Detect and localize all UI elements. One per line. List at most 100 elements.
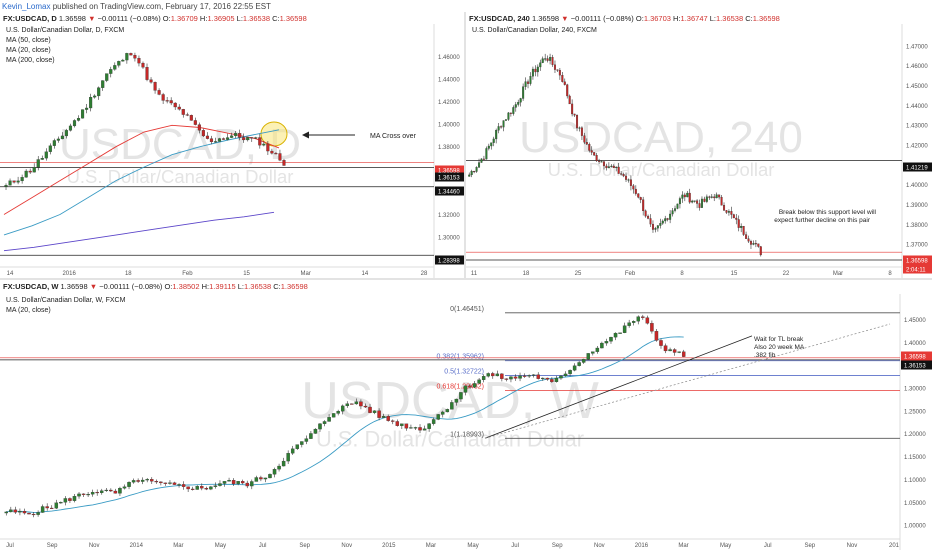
candle-body bbox=[481, 376, 486, 380]
candle-body bbox=[60, 135, 64, 140]
candle-body bbox=[282, 160, 286, 166]
candle-body bbox=[723, 205, 726, 211]
watermark-symbol: USDCAD, W bbox=[301, 372, 599, 430]
candle-body bbox=[254, 477, 259, 482]
symbol-label[interactable]: FX:USDCAD, W bbox=[3, 282, 59, 291]
candle-body bbox=[4, 511, 9, 514]
candle-body bbox=[197, 124, 201, 131]
candle-body bbox=[642, 199, 645, 212]
candle-body bbox=[422, 428, 427, 431]
candle-body bbox=[663, 345, 668, 352]
candle-body bbox=[659, 340, 663, 346]
candle-body bbox=[605, 165, 608, 169]
candle-body bbox=[9, 509, 13, 513]
candle-body bbox=[641, 316, 645, 318]
x-tick-label: May bbox=[215, 543, 226, 549]
candle-body bbox=[137, 58, 141, 64]
candle-body bbox=[213, 485, 218, 487]
symbol-label[interactable]: FX:USDCAD, D bbox=[3, 14, 57, 23]
candle-body bbox=[602, 161, 605, 167]
y-tick-label: 1.38000 bbox=[906, 223, 928, 229]
candle-body bbox=[553, 64, 556, 70]
weekly-chart-svg[interactable]: 1.450001.400001.350001.300001.250001.200… bbox=[0, 294, 932, 550]
price-level-label: 1.36153 bbox=[438, 176, 460, 182]
x-tick-label: Sep bbox=[47, 543, 58, 549]
candle-body bbox=[732, 214, 735, 219]
4h-chart-svg[interactable]: 1.47000 1.46000 1.45000 1.44000 1.43000 1.420… bbox=[466, 24, 932, 278]
candle-body bbox=[266, 143, 270, 152]
price-level-label: 1.36598 bbox=[904, 355, 926, 361]
chart-pane-daily[interactable]: FX:USDCAD, D 1.36598 ▼ −0.00111 (−0.08%)… bbox=[0, 12, 464, 278]
y-tick-label: 1.20000 bbox=[904, 432, 926, 438]
candle-body bbox=[735, 217, 738, 220]
candle-body bbox=[613, 332, 618, 338]
candle-body bbox=[550, 379, 554, 382]
down-arrow-icon: ▼ bbox=[88, 14, 96, 23]
x-tick-label: 28 bbox=[421, 271, 428, 277]
candle-body bbox=[463, 385, 468, 393]
candle-body bbox=[632, 185, 635, 190]
x-tick-label: Mar bbox=[301, 271, 311, 277]
candle-body bbox=[627, 179, 630, 181]
candle-body bbox=[204, 488, 209, 490]
candle-body bbox=[576, 115, 579, 129]
chart-pane-4h[interactable]: FX:USDCAD, 240 1.36598 ▼ −0.00111 (−0.08… bbox=[466, 12, 932, 278]
fib-level-label: 0(1.46451) bbox=[450, 306, 484, 313]
price-level-label: 1.28398 bbox=[438, 259, 460, 265]
candle-body bbox=[48, 145, 52, 152]
candle-body bbox=[563, 81, 566, 85]
candle-body bbox=[254, 137, 258, 139]
candle-body bbox=[686, 192, 689, 198]
annotation-text: MA Cross over bbox=[370, 133, 417, 140]
candle-body bbox=[109, 489, 113, 492]
candle-body bbox=[566, 84, 569, 97]
candle-body bbox=[600, 342, 604, 349]
candle-body bbox=[340, 405, 345, 412]
candle-body bbox=[595, 155, 598, 161]
candle-body bbox=[539, 62, 542, 68]
candle-body bbox=[661, 220, 664, 224]
candle-body bbox=[664, 218, 667, 222]
candle-body bbox=[580, 127, 583, 136]
low-value: 1.36538 bbox=[716, 14, 744, 23]
x-tick-label: 2016 bbox=[635, 543, 649, 549]
y-tick-label: 1.44000 bbox=[438, 77, 460, 83]
candle-body bbox=[742, 225, 745, 235]
candle-body bbox=[63, 498, 68, 503]
candle-body bbox=[231, 480, 236, 485]
candle-body bbox=[245, 482, 249, 487]
pane-separator-horizontal[interactable] bbox=[0, 278, 932, 280]
candle-body bbox=[359, 401, 363, 407]
candle-body bbox=[445, 409, 450, 413]
candle-body bbox=[620, 173, 623, 175]
x-tick-label: Nov bbox=[89, 543, 100, 549]
candle-body bbox=[581, 358, 586, 363]
candle-body bbox=[140, 479, 145, 482]
candle-body bbox=[129, 53, 133, 56]
open-value: 1.36703 bbox=[643, 14, 671, 23]
candle-body bbox=[604, 341, 609, 344]
candle-body bbox=[705, 196, 708, 202]
candle-body bbox=[395, 421, 400, 426]
y-tick-label: 1.32000 bbox=[438, 213, 460, 219]
candle-body bbox=[104, 489, 109, 491]
candle-body bbox=[618, 332, 622, 334]
chart-title: U.S. Dollar/Canadian Dollar, 240, FXCM bbox=[472, 27, 597, 34]
candle-body bbox=[368, 406, 372, 413]
pane-separator-vertical[interactable] bbox=[464, 12, 466, 278]
publisher-user[interactable]: Kevin_Lomax bbox=[2, 2, 51, 11]
candle-body bbox=[534, 68, 537, 73]
candle-body bbox=[639, 197, 642, 200]
chart-pane-weekly[interactable]: FX:USDCAD, W 1.36598 ▼ −0.00111 (−0.08%)… bbox=[0, 280, 932, 550]
x-tick-label: 25 bbox=[575, 271, 582, 277]
x-tick-label: Jul bbox=[6, 543, 14, 549]
daily-chart-svg[interactable]: 1.460001.440001.420001.400001.380001.360… bbox=[0, 24, 464, 278]
candle-body bbox=[390, 420, 395, 422]
candle-body bbox=[327, 417, 331, 422]
x-tick-label: Nov bbox=[594, 543, 605, 549]
candle-body bbox=[519, 98, 522, 103]
x-tick-label: Jul bbox=[259, 543, 267, 549]
price-level-badge bbox=[901, 351, 932, 361]
symbol-label[interactable]: FX:USDCAD, 240 bbox=[469, 14, 530, 23]
x-tick-label: Jul bbox=[511, 543, 519, 549]
